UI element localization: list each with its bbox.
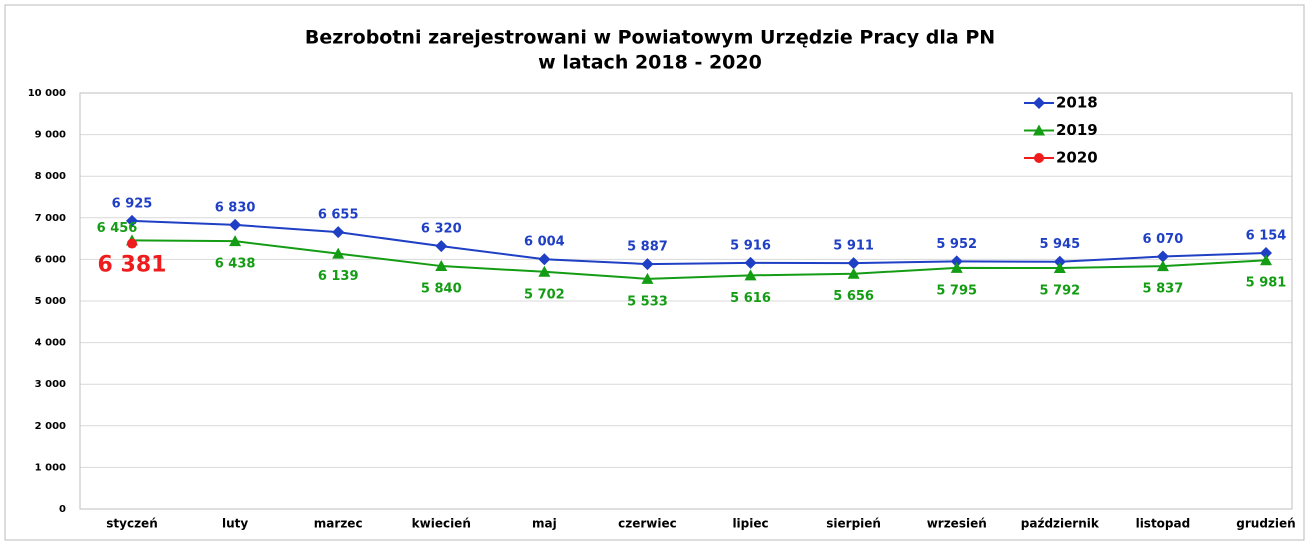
point (538, 253, 551, 266)
x-tick-label: październik (1021, 517, 1100, 531)
point (744, 256, 757, 269)
point (744, 269, 757, 281)
data-label: 5 702 (524, 287, 565, 302)
x-tick-label: grudzień (1236, 517, 1295, 531)
point (538, 265, 551, 277)
legend-label: 2019 (1056, 121, 1098, 139)
data-label: 5 981 (1246, 276, 1287, 291)
y-tick-label: 2 000 (35, 421, 66, 432)
plot-frame (79, 92, 1293, 510)
legend-marker (1033, 124, 1045, 136)
data-label: 6 456 (97, 221, 138, 236)
point (950, 261, 963, 273)
y-tick-label: 9 000 (35, 130, 66, 141)
x-tick-label: sierpień (826, 517, 881, 531)
point (1053, 262, 1066, 274)
data-label: 5 837 (1143, 282, 1184, 297)
y-tick-label: 8 000 (35, 171, 66, 182)
data-label: 6 830 (215, 200, 256, 215)
point (435, 240, 448, 253)
x-tick-label: lipiec (732, 517, 768, 531)
data-label: 5 840 (421, 282, 462, 297)
legend-label: 2018 (1056, 94, 1098, 112)
x-tick-label: listopad (1136, 517, 1191, 531)
data-label: 5 616 (730, 291, 771, 306)
point (847, 267, 860, 279)
x-tick-label: maj (532, 517, 557, 531)
point (847, 257, 860, 270)
y-tick-label: 5 000 (35, 296, 66, 307)
data-label: 6 925 (112, 196, 153, 211)
data-label: 6 004 (524, 235, 565, 250)
point (332, 226, 345, 239)
legend-marker (1033, 97, 1045, 109)
data-label: 5 945 (1039, 237, 1080, 252)
data-label: 5 887 (627, 240, 668, 255)
data-label: 6 139 (318, 269, 359, 284)
y-tick-label: 3 000 (35, 379, 66, 390)
x-tick-label: czerwiec (618, 517, 677, 531)
x-tick-label: marzec (314, 517, 363, 531)
data-label: 5 795 (936, 283, 977, 298)
chart-border (4, 4, 1305, 541)
series-line (131, 239, 1267, 280)
point (641, 272, 654, 284)
y-tick-label: 7 000 (35, 213, 66, 224)
data-label: 6 154 (1246, 228, 1287, 243)
data-label: 6 381 (98, 253, 167, 278)
point (332, 247, 345, 259)
chart-subtitle: w latach 2018 - 2020 (538, 52, 762, 74)
chart-title: Bezrobotni zarejestrowani w Powiatowym U… (305, 27, 995, 49)
point (1053, 255, 1066, 268)
point (950, 255, 963, 268)
point (1156, 260, 1169, 272)
legend-label: 2020 (1056, 149, 1098, 167)
point (229, 218, 242, 231)
data-label: 6 070 (1143, 232, 1184, 247)
data-label: 5 656 (833, 289, 874, 304)
y-tick-label: 10 000 (28, 88, 66, 99)
series-line (131, 219, 1267, 266)
data-label: 6 320 (421, 222, 462, 237)
point (1156, 250, 1169, 263)
x-tick-label: styczeń (106, 517, 157, 531)
data-label: 6 438 (215, 257, 256, 272)
point (435, 260, 448, 272)
point (641, 258, 654, 271)
point (127, 238, 137, 249)
x-tick-label: kwiecień (412, 517, 471, 531)
data-label: 5 533 (627, 294, 668, 309)
legend-marker (1034, 153, 1044, 163)
x-tick-label: luty (222, 517, 248, 531)
data-label: 5 911 (833, 239, 874, 254)
point (1260, 246, 1272, 259)
y-tick-label: 0 (59, 504, 66, 515)
data-label: 6 655 (318, 208, 359, 223)
point (229, 235, 242, 247)
y-tick-label: 6 000 (35, 254, 66, 265)
point (126, 214, 138, 227)
data-label: 5 792 (1039, 284, 1080, 299)
data-label: 5 916 (730, 238, 771, 253)
data-label: 5 952 (936, 237, 977, 252)
y-tick-label: 1 000 (35, 462, 66, 473)
y-tick-label: 4 000 (35, 338, 66, 349)
point (1260, 254, 1272, 266)
x-tick-label: wrzesień (927, 517, 987, 531)
